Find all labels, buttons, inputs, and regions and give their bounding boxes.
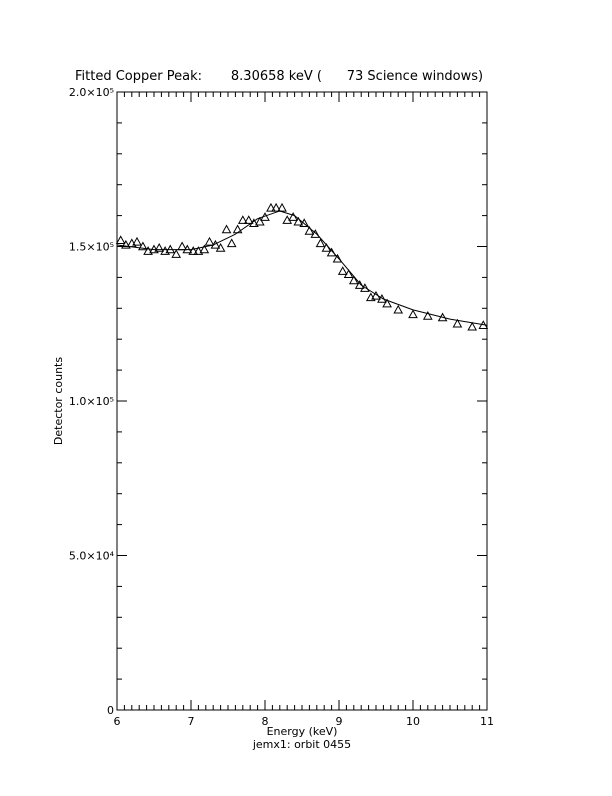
data-point: [360, 283, 370, 292]
data-point: [215, 243, 226, 252]
data-point: [393, 304, 404, 314]
fit-line: [116, 210, 488, 326]
y-tick-label: 0: [107, 704, 114, 717]
data-point: [243, 215, 254, 224]
x-tick-label: 7: [188, 715, 195, 728]
data-point: [254, 216, 265, 226]
data-point: [348, 275, 359, 285]
y-tick-label: 1.5×10⁵: [69, 241, 114, 254]
subtitle: jemx1: orbit 0455: [252, 738, 351, 751]
y-tick-label: 5.0×10⁴: [69, 550, 115, 563]
data-point: [332, 253, 343, 263]
x-tick-label: 10: [406, 715, 420, 728]
y-tick-label: 2.0×10⁵: [69, 86, 114, 99]
x-tick-label: 8: [262, 715, 269, 728]
data-point: [467, 321, 478, 331]
data-point: [154, 243, 165, 252]
y-axis-label: Detector counts: [52, 357, 65, 445]
data-point: [326, 247, 337, 257]
data-point: [304, 226, 315, 235]
x-tick-label: 9: [336, 715, 343, 728]
data-point: [408, 309, 418, 319]
data-point: [188, 246, 199, 255]
data-point: [354, 280, 365, 289]
data-point: [337, 266, 348, 275]
data-point: [237, 215, 248, 224]
data-point: [299, 218, 310, 228]
data-point: [199, 244, 210, 254]
data-point: [121, 239, 131, 249]
data-point: [377, 294, 387, 303]
data-point: [115, 235, 126, 245]
data-point: [204, 236, 215, 246]
data-point: [310, 229, 321, 238]
data-point: [422, 310, 433, 320]
data-point: [343, 269, 354, 279]
data-point: [382, 298, 392, 308]
data-point: [315, 238, 326, 248]
data-point: [132, 236, 142, 246]
data-point: [293, 216, 304, 226]
plot-frame: [116, 91, 488, 711]
data-point: [171, 249, 182, 258]
data-point: [277, 202, 287, 212]
x-tick-label: 6: [114, 715, 121, 728]
data-point: [232, 224, 243, 234]
data-point: [177, 241, 187, 251]
data-point: [452, 318, 463, 328]
data-point: [271, 202, 281, 212]
data-point: [221, 224, 232, 234]
x-tick-label: 11: [480, 715, 494, 728]
data-point: [143, 246, 153, 255]
data-point: [288, 212, 298, 221]
data-point: [266, 202, 276, 212]
data-point: [138, 241, 148, 251]
data-point: [226, 238, 237, 248]
y-tick-label: 1.0×10⁵: [69, 395, 114, 408]
chart-title: Fitted Copper Peak: 8.30658 keV ( 73 Sci…: [75, 69, 483, 84]
data-point: [282, 215, 293, 224]
x-axis-label: Energy (keV): [267, 725, 338, 738]
data-point: [193, 246, 204, 255]
